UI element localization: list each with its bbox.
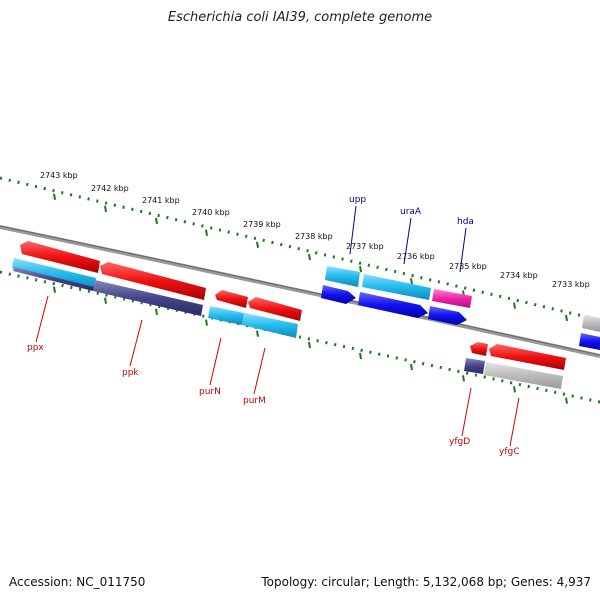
major-tick [104,205,107,213]
major-tick [53,286,56,293]
gene-label-purN: purN [199,387,221,397]
gene-label-upp: upp [349,195,366,205]
major-ticks [53,193,568,404]
tick-label: 2737 kbp [346,242,384,251]
tick-label: 2742 kbp [91,184,129,193]
gene-ppk [100,262,206,300]
genome-stats-text: Topology: circular; Length: 5,132,068 bp… [261,575,591,589]
major-tick [359,266,362,273]
genome-backbone [0,225,600,358]
gene-purM [248,297,302,321]
gene-ppx-navy [13,267,94,291]
tick-label: 2736 kbp [397,252,435,261]
major-tick [565,397,568,404]
gene-label-yfgC: yfgC [499,447,520,457]
tick-label: 2735 kbp [449,262,487,271]
map-title: Escherichia coli IAI39, complete genome [167,10,433,25]
gene-upp-cyan [325,266,360,287]
gene-label-ppx: ppx [27,343,44,353]
gene-hda-magenta [432,289,472,308]
gene-label-uraA: uraA [400,207,422,217]
major-tick [205,229,208,236]
major-tick [53,193,56,200]
major-tick [410,363,413,371]
major-tick [256,241,259,248]
gene-purN [215,290,248,308]
gene-ppk-navy [93,280,203,316]
label-leaders [35,205,520,447]
major-tick [359,352,362,360]
major-tick [410,278,413,285]
gene-upp [321,285,356,304]
gene-label-hda: hda [457,217,474,227]
major-tick [513,302,516,309]
major-tick [155,308,158,315]
major-tick [256,330,259,337]
gene-uraA-cyan [362,274,431,300]
gene-hda [428,306,467,325]
gene-label-ppk: ppk [122,368,139,378]
tick-label: 2739 kbp [243,220,281,229]
gene-label-yfgD: yfgD [449,437,470,447]
gene-label-purM: purM [243,396,266,406]
gene-blue-edge [579,333,600,350]
major-tick [565,314,568,322]
gene-cyan-purN [208,306,244,325]
major-tick [462,375,465,382]
accession-text: Accession: NC_011750 [9,575,146,589]
gene-yfgD [464,358,485,374]
major-tick [308,253,311,261]
gene-uraA [358,292,428,318]
gene-names: upp uraA hda ppx ppk purN purM yfgD yfgC [27,195,520,457]
tick-label: 2734 kbp [500,271,538,280]
tick-labels: 2743 kbp 2742 kbp 2741 kbp 2740 kbp 2739 kbp… [40,171,590,289]
gene-yfgD-red [470,342,488,356]
gene-yfgC [484,362,563,389]
major-tick [155,217,158,225]
tick-label: 2740 kbp [192,208,230,217]
gene-grey-edge [582,315,600,332]
tick-line-inner [0,270,600,404]
tick-line-outer [0,176,600,322]
major-tick [205,319,208,326]
major-tick [104,297,107,304]
gene-cyan-left [12,258,96,289]
tick-label: 2733 kbp [552,280,590,289]
gene-cyan-purM [242,313,298,338]
tick-label: 2741 kbp [142,196,180,205]
tick-label: 2738 kbp [295,232,333,241]
gene-features [12,241,600,389]
gene-ppx [20,241,100,273]
major-tick [513,386,516,393]
tick-label: 2743 kbp [40,171,78,180]
major-tick [308,341,311,349]
gene-yfgC-red [489,344,566,370]
